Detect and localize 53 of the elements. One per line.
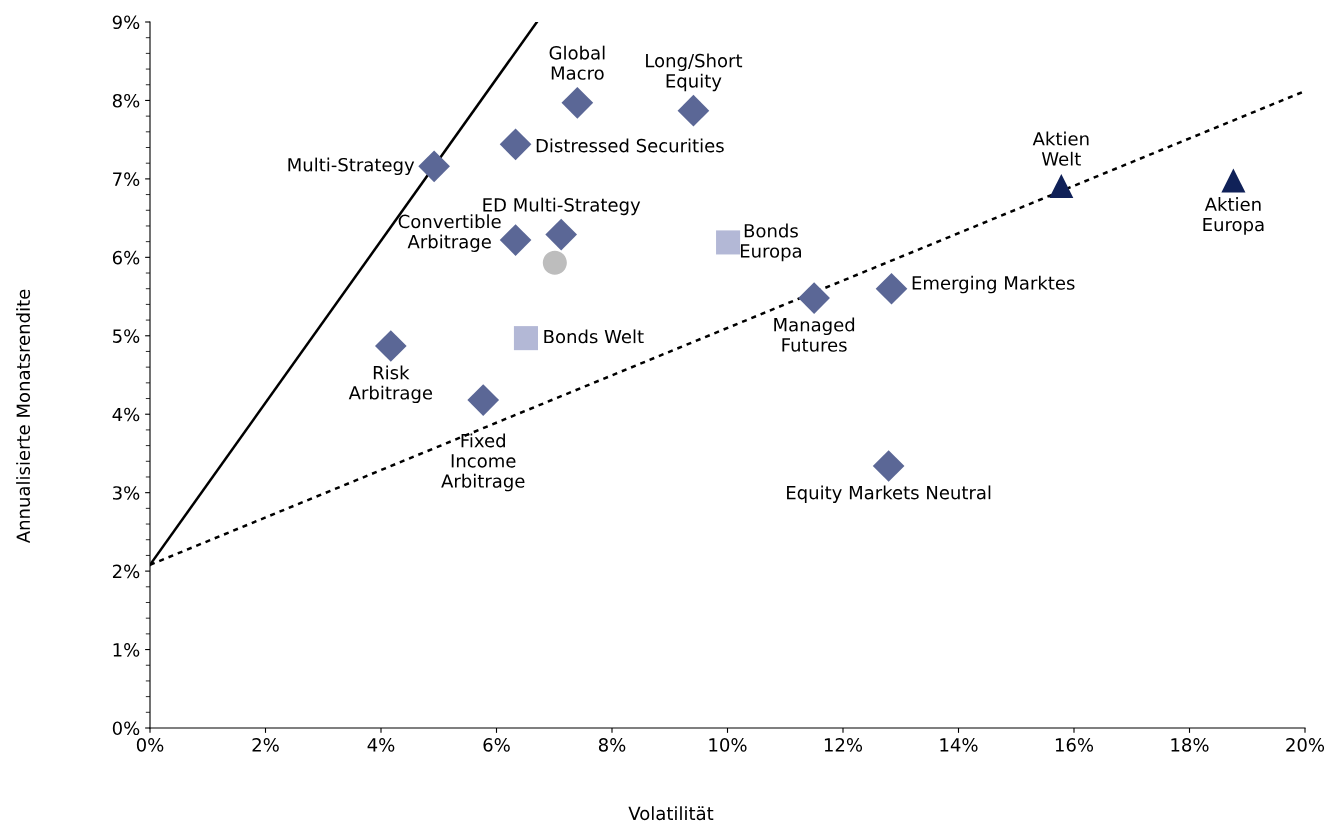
y-tick-label: 6%: [112, 250, 140, 265]
annotation: Emerging Marktes: [912, 275, 1075, 294]
y-tick-label: 8%: [112, 93, 140, 108]
y-tick-label: 1%: [113, 643, 140, 657]
y-tick-label: 0%: [112, 721, 140, 736]
point: [499, 128, 532, 161]
x-tick-label: 20%: [1286, 738, 1325, 752]
y-tick-label: 5%: [113, 329, 140, 343]
x-tick-label: 16%: [1055, 738, 1094, 752]
annotation: Aktien Welt: [1032, 131, 1089, 166]
annotation: Distressed Securities: [536, 138, 724, 153]
x-tick-label: 8%: [598, 738, 626, 752]
x-tick-label: 10%: [709, 738, 747, 752]
x-tick-label: 4%: [367, 738, 395, 752]
point: [545, 218, 578, 251]
point: [418, 150, 450, 183]
y-tick-label: 9%: [112, 15, 140, 30]
annotation: Equity Markets Neutral: [787, 485, 991, 503]
point: [374, 330, 407, 362]
point: [1049, 173, 1074, 198]
point: [542, 250, 567, 275]
y-axis-title: Annualisierte Monatsrendite: [16, 289, 31, 544]
y-tick-label: 3%: [113, 486, 140, 500]
point: [677, 94, 710, 127]
annotation: Global Macro: [549, 45, 605, 80]
point: [561, 86, 594, 119]
x-tick-label: 12%: [824, 738, 863, 752]
y-tick-label: 4%: [112, 407, 140, 422]
point: [872, 450, 905, 482]
annotation: Multi-Strategy: [288, 157, 415, 176]
x-tick-label: 2%: [252, 738, 279, 752]
y-tick-label: 2%: [112, 564, 140, 579]
point: [716, 230, 741, 255]
x-axis-title: Volatilität: [628, 806, 714, 821]
annotation: Convertible Arbitrage: [398, 214, 501, 252]
point: [875, 272, 908, 305]
annotation: Bonds Europa: [740, 223, 801, 262]
point: [467, 384, 500, 416]
annotation: Managed Futures: [774, 317, 855, 352]
annotation: Long/Short Equity: [646, 53, 743, 92]
x-tick-label: 6%: [483, 738, 510, 752]
x-tick-label: 14%: [940, 738, 978, 752]
y-tick-label: 7%: [113, 172, 140, 187]
point: [1221, 168, 1246, 193]
point: [499, 224, 532, 256]
annotation: Fixed Income Arbitrage: [441, 433, 525, 492]
point: [513, 326, 538, 351]
x-tick-label: 0%: [136, 738, 164, 752]
point: [798, 282, 830, 314]
annotation: Aktien Europa: [1203, 197, 1264, 235]
annotation: Risk Arbitrage: [348, 365, 433, 404]
x-tick-label: 18%: [1171, 738, 1209, 752]
annotation: Bonds Welt: [544, 329, 644, 344]
